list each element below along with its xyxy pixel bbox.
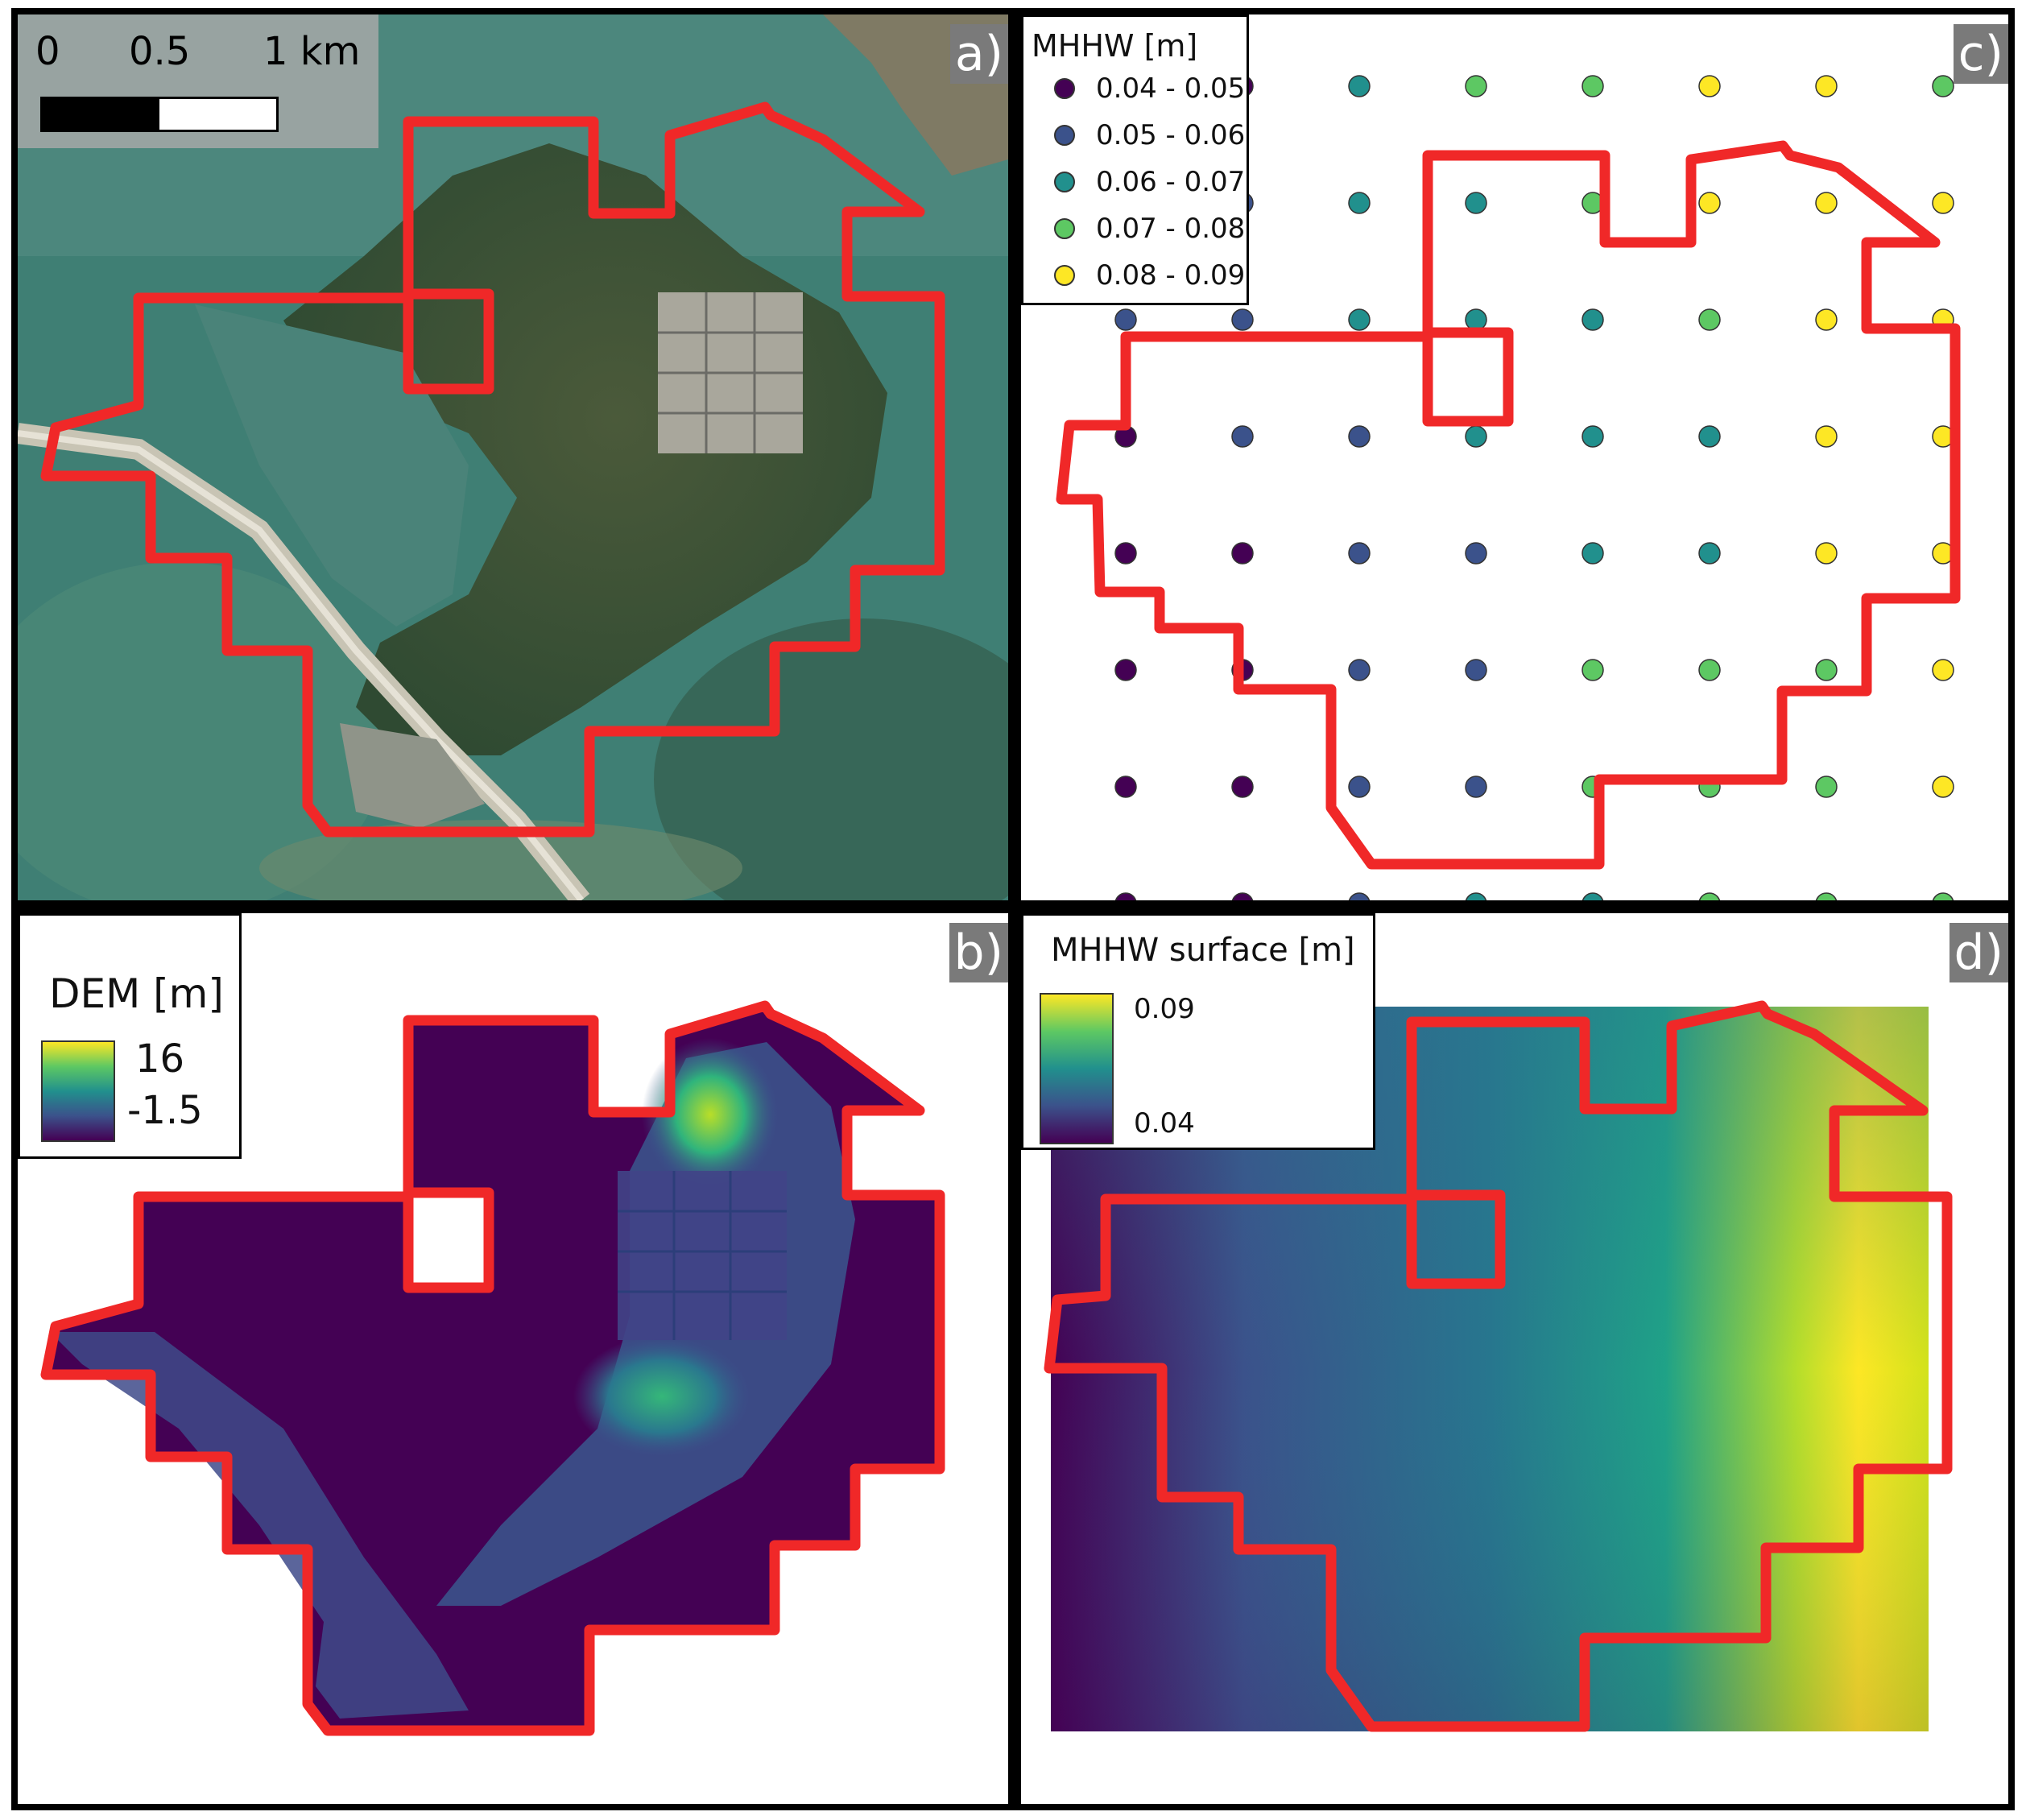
mhhw-point	[1348, 192, 1371, 214]
scale-tick-half: 0.5	[129, 29, 191, 74]
mhhw-point	[1465, 892, 1487, 900]
mhhw-point	[1932, 776, 1954, 798]
mhhw-point	[1231, 425, 1254, 448]
mhhw-point	[1114, 776, 1137, 798]
mhhw-class-legend: MHHW [m] 0.04 - 0.05 0.05 - 0.06 0.06 - …	[1021, 14, 1249, 305]
mhhw-point	[1582, 425, 1604, 448]
panel-label-b: b)	[949, 923, 1008, 982]
mhhw-point	[1698, 542, 1721, 565]
legend-dot	[1054, 265, 1075, 286]
mhhw-point	[1348, 542, 1371, 565]
mhhw-point	[1698, 75, 1721, 97]
legend-item: 0.07 - 0.08	[1054, 205, 1245, 252]
legend-dot	[1054, 78, 1075, 99]
mhhw-point	[1815, 425, 1838, 448]
study-area-outline	[1044, 1000, 1953, 1732]
surface-colorbar	[1040, 993, 1114, 1144]
legend-min: -1.5	[127, 1088, 203, 1133]
mhhw-point	[1465, 75, 1487, 97]
scale-tick-1km: 1 km	[263, 29, 361, 74]
mhhw-point	[1932, 892, 1954, 900]
mhhw-point	[1114, 892, 1137, 900]
mhhw-point	[1582, 542, 1604, 565]
legend-label: 0.06 - 0.07	[1096, 166, 1246, 198]
study-area-outline	[1056, 140, 1961, 870]
mhhw-point	[1231, 892, 1254, 900]
mhhw-point	[1114, 308, 1137, 331]
mhhw-point	[1348, 659, 1371, 681]
legend-item: 0.05 - 0.06	[1054, 112, 1245, 159]
mhhw-point	[1815, 308, 1838, 331]
mhhw-point	[1932, 192, 1954, 214]
mhhw-point	[1348, 308, 1371, 331]
legend-label: 0.08 - 0.09	[1096, 259, 1246, 292]
mhhw-point	[1698, 659, 1721, 681]
mhhw-point	[1465, 192, 1487, 214]
legend-label: 0.04 - 0.05	[1096, 72, 1246, 105]
mhhw-point	[1465, 542, 1487, 565]
mhhw-point	[1582, 308, 1604, 331]
mhhw-point	[1815, 659, 1838, 681]
study-area-outline	[40, 1000, 945, 1736]
mhhw-point	[1465, 659, 1487, 681]
mhhw-point	[1815, 542, 1838, 565]
scale-tick-0: 0	[35, 29, 60, 74]
legend-dot	[1054, 125, 1075, 146]
legend-dot	[1054, 172, 1075, 192]
panel-label-c: c)	[1953, 24, 2008, 84]
mhhw-point	[1815, 192, 1838, 214]
mhhw-point	[1932, 659, 1954, 681]
legend-title: MHHW surface [m]	[1051, 932, 1355, 969]
mhhw-point	[1114, 659, 1137, 681]
frame-middle-horizontal	[11, 900, 2015, 913]
mhhw-point	[1582, 75, 1604, 97]
scale-bar: 0 0.5 1 km	[18, 14, 378, 148]
satellite-image	[18, 14, 1008, 900]
mhhw-point	[1348, 75, 1371, 97]
dem-legend: DEM [m] 16 -1.5	[18, 913, 242, 1159]
mhhw-point	[1348, 425, 1371, 448]
legend-label: 0.05 - 0.06	[1096, 119, 1246, 151]
mhhw-point	[1582, 659, 1604, 681]
scale-bar-track	[40, 97, 279, 132]
panel-label-d: d)	[1949, 923, 2008, 982]
dem-colorbar	[41, 1040, 115, 1142]
mhhw-point	[1698, 892, 1721, 900]
mhhw-point	[1114, 542, 1137, 565]
legend-item: 0.08 - 0.09	[1054, 252, 1245, 299]
legend-item: 0.04 - 0.05	[1054, 65, 1245, 112]
panel-d-surface: MHHW surface [m] 0.09 0.04 d)	[1021, 913, 2008, 1804]
surface-legend: MHHW surface [m] 0.09 0.04	[1021, 913, 1375, 1150]
panel-c-point-grid: MHHW [m] 0.04 - 0.05 0.05 - 0.06 0.06 - …	[1021, 14, 2008, 900]
study-area-outline	[40, 101, 945, 838]
mhhw-point	[1932, 75, 1954, 97]
legend-dot	[1054, 218, 1075, 239]
mhhw-point	[1465, 776, 1487, 798]
mhhw-point	[1815, 892, 1838, 900]
panel-label-a: a)	[949, 24, 1008, 84]
mhhw-point	[1582, 892, 1604, 900]
panel-a-satellite: 0 0.5 1 km a)	[18, 14, 1008, 900]
legend-item: 0.06 - 0.07	[1054, 159, 1245, 205]
mhhw-point	[1348, 892, 1371, 900]
mhhw-point	[1698, 192, 1721, 214]
legend-max: 16	[135, 1036, 185, 1082]
mhhw-point	[1815, 75, 1838, 97]
legend-title: MHHW [m]	[1032, 28, 1198, 64]
mhhw-point	[1698, 308, 1721, 331]
legend-min: 0.04	[1134, 1107, 1195, 1140]
mhhw-point	[1231, 308, 1254, 331]
mhhw-point	[1698, 425, 1721, 448]
mhhw-point	[1348, 776, 1371, 798]
panel-b-dem: DEM [m] 16 -1.5 b)	[18, 913, 1008, 1804]
mhhw-point	[1815, 776, 1838, 798]
legend-max: 0.09	[1134, 993, 1195, 1025]
legend-title: DEM [m]	[49, 970, 224, 1017]
mhhw-point-grid	[1114, 75, 1954, 900]
legend-label: 0.07 - 0.08	[1096, 213, 1246, 245]
mhhw-point	[1231, 542, 1254, 565]
mhhw-point	[1231, 776, 1254, 798]
